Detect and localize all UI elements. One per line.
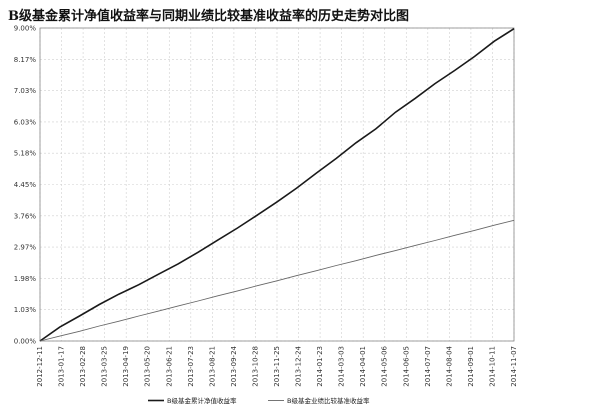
series-lines bbox=[39, 28, 515, 342]
x-tick-label: 2014-06-05 bbox=[402, 346, 410, 387]
y-tick-label: 4.45% bbox=[14, 181, 37, 189]
plot-frame bbox=[39, 27, 515, 342]
x-tick-label: 2014-09-01 bbox=[467, 346, 475, 387]
y-tick-label: 6.03% bbox=[14, 118, 37, 126]
x-tick-label: 2014-03-03 bbox=[338, 346, 346, 387]
x-tick-label: 2012-12-11 bbox=[36, 346, 44, 387]
x-tick-label: 2013-04-19 bbox=[122, 346, 130, 387]
x-tick-label: 2014-05-06 bbox=[381, 345, 389, 386]
x-tick-label: 2013-08-21 bbox=[208, 346, 216, 387]
x-tick-label: 2013-12-24 bbox=[295, 345, 303, 386]
y-tick-label: 0.00% bbox=[14, 338, 37, 346]
grid-lines bbox=[39, 27, 515, 342]
legend: B级基金累计净值收益率 B级基金业绩比较基准收益率 bbox=[148, 396, 370, 405]
x-tick-label: 2014-10-11 bbox=[488, 346, 496, 387]
x-tick-label: 2013-09-24 bbox=[230, 345, 238, 386]
x-tick-label: 2014-11-07 bbox=[510, 346, 518, 387]
y-tick-label: 5.18% bbox=[14, 150, 37, 158]
x-tick-label: 2014-08-04 bbox=[445, 345, 453, 386]
x-axis-ticks: 2012-12-11 2013-01-17 2013-02-28 2013-03-25… bbox=[36, 345, 518, 386]
x-tick-label: 2013-11-25 bbox=[273, 346, 281, 387]
y-tick-label: 2.97% bbox=[14, 244, 37, 252]
x-tick-label: 2013-03-25 bbox=[101, 346, 109, 387]
y-axis-ticks: 0.00% 1.03% 1.98% 2.97% 3.76% 4.45% 5.18% 6.03%… bbox=[14, 25, 37, 346]
legend-label: B级基金累计净值收益率 bbox=[167, 396, 237, 405]
x-tick-label: 2013-01-17 bbox=[58, 346, 66, 387]
y-tick-label: 1.03% bbox=[14, 306, 37, 314]
y-tick-label: 1.98% bbox=[14, 275, 37, 283]
y-tick-label: 8.17% bbox=[14, 56, 37, 64]
legend-label: B级基金业绩比较基准收益率 bbox=[287, 396, 370, 405]
y-tick-label: 9.00% bbox=[14, 25, 37, 33]
x-tick-label: 2013-05-20 bbox=[144, 346, 152, 387]
x-tick-label: 2013-10-28 bbox=[251, 346, 259, 387]
x-tick-label: 2013-02-28 bbox=[79, 346, 87, 387]
series-line-1 bbox=[39, 28, 515, 342]
chart-title: B级基金累计净值收益率与同期业绩比较基准收益率的历史走势对比图 bbox=[8, 9, 409, 24]
x-tick-label: 2013-06-21 bbox=[165, 346, 173, 387]
x-tick-label: 2014-04-01 bbox=[359, 346, 367, 387]
y-tick-label: 7.03% bbox=[14, 87, 37, 95]
series-line-2 bbox=[39, 219, 515, 342]
x-tick-label: 2013-07-23 bbox=[187, 346, 195, 387]
y-tick-label: 3.76% bbox=[14, 212, 37, 220]
x-tick-label: 2014-01-23 bbox=[316, 346, 324, 387]
x-tick-label: 2014-07-07 bbox=[424, 346, 432, 387]
